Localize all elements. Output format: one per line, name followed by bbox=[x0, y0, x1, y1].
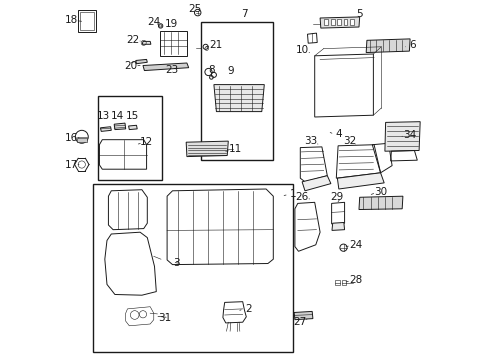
Text: 1: 1 bbox=[289, 189, 296, 199]
Polygon shape bbox=[213, 85, 264, 112]
Text: 6: 6 bbox=[408, 40, 415, 50]
Bar bbox=[80, 12, 94, 30]
Bar bbox=[78, 10, 96, 32]
Polygon shape bbox=[136, 59, 147, 64]
Bar bbox=[343, 19, 347, 25]
Polygon shape bbox=[302, 176, 330, 191]
Text: 28: 28 bbox=[348, 275, 361, 285]
Text: 11: 11 bbox=[228, 144, 242, 154]
Bar bbox=[337, 19, 340, 25]
Text: 30: 30 bbox=[373, 186, 386, 197]
Text: 17: 17 bbox=[65, 159, 78, 170]
Text: 19: 19 bbox=[164, 19, 177, 30]
Text: 32: 32 bbox=[342, 136, 356, 146]
Text: 10: 10 bbox=[295, 45, 308, 55]
Text: 29: 29 bbox=[330, 192, 343, 202]
Bar bbox=[98, 96, 162, 180]
Text: 27: 27 bbox=[293, 317, 306, 327]
Text: 33: 33 bbox=[304, 136, 317, 146]
Text: 5: 5 bbox=[356, 9, 362, 19]
Bar bbox=[349, 19, 353, 25]
Text: 13: 13 bbox=[96, 111, 109, 121]
Text: 26: 26 bbox=[295, 192, 308, 202]
Polygon shape bbox=[101, 127, 111, 131]
Bar bbox=[330, 19, 334, 25]
Text: 18: 18 bbox=[65, 15, 78, 25]
Polygon shape bbox=[186, 141, 228, 157]
Polygon shape bbox=[384, 122, 419, 151]
Text: 9: 9 bbox=[227, 66, 234, 76]
Polygon shape bbox=[320, 17, 359, 28]
Text: 4: 4 bbox=[335, 129, 342, 139]
Polygon shape bbox=[366, 39, 409, 53]
Text: 21: 21 bbox=[209, 40, 222, 50]
Text: 7: 7 bbox=[241, 9, 247, 19]
Text: 25: 25 bbox=[188, 4, 202, 14]
Bar bbox=[92, 184, 292, 352]
Text: 8: 8 bbox=[207, 65, 214, 75]
Text: 24: 24 bbox=[348, 240, 361, 250]
Polygon shape bbox=[142, 41, 151, 44]
Text: 15: 15 bbox=[126, 111, 139, 121]
Polygon shape bbox=[358, 196, 402, 210]
Text: 12: 12 bbox=[140, 137, 153, 147]
Text: 2: 2 bbox=[244, 304, 251, 314]
Polygon shape bbox=[337, 173, 384, 189]
Bar bbox=[77, 138, 87, 142]
Polygon shape bbox=[128, 125, 137, 130]
Polygon shape bbox=[331, 222, 344, 230]
Text: 22: 22 bbox=[126, 35, 139, 45]
Polygon shape bbox=[142, 63, 188, 71]
Polygon shape bbox=[114, 123, 125, 130]
Polygon shape bbox=[294, 311, 312, 320]
Text: 20: 20 bbox=[123, 60, 137, 71]
Text: 16: 16 bbox=[65, 133, 78, 143]
Bar bbox=[201, 22, 272, 160]
Text: 31: 31 bbox=[158, 312, 171, 323]
Text: 24: 24 bbox=[147, 17, 160, 27]
Bar bbox=[160, 31, 186, 56]
Text: 34: 34 bbox=[402, 130, 415, 140]
Text: 14: 14 bbox=[111, 111, 124, 121]
Text: 3: 3 bbox=[172, 258, 179, 268]
Bar bbox=[324, 19, 327, 25]
Text: 23: 23 bbox=[165, 65, 178, 75]
